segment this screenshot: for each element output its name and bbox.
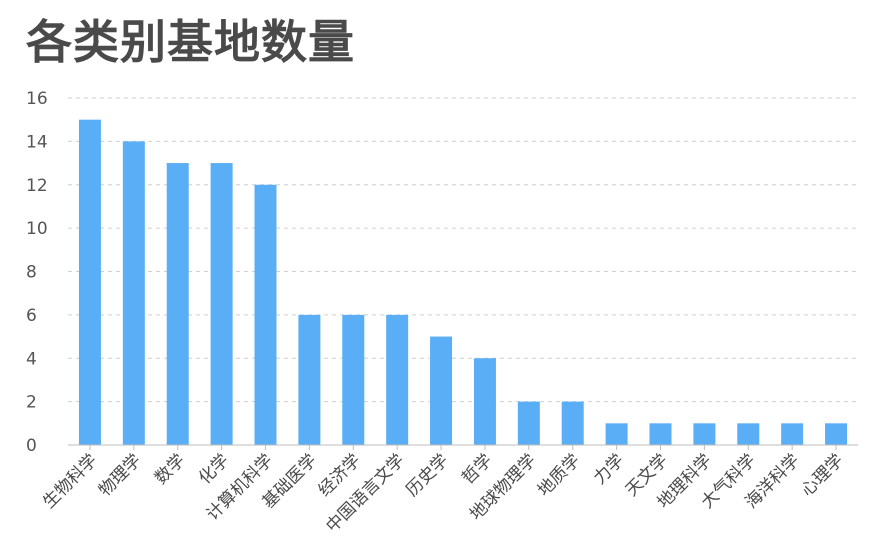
- bar: [210, 163, 233, 445]
- bar: [254, 184, 277, 445]
- bar: [78, 119, 101, 445]
- bars: [78, 119, 848, 445]
- bar: [561, 401, 584, 445]
- x-tick-label: 生物科学: [39, 450, 101, 512]
- bar: [122, 141, 145, 445]
- x-tick-label: 历史学: [402, 450, 452, 500]
- bar: [693, 423, 716, 445]
- bar: [605, 423, 628, 445]
- bar: [737, 423, 760, 445]
- bar: [342, 314, 365, 445]
- x-tick-label: 化学: [195, 450, 233, 488]
- grid-lines: [68, 97, 858, 403]
- y-tick-label: 10: [26, 219, 48, 239]
- x-tick-label: 力学: [590, 450, 628, 488]
- bar: [473, 358, 496, 445]
- x-tick-label: 哲学: [458, 450, 496, 488]
- x-tick-label: 数学: [151, 450, 189, 488]
- y-tick-label: 12: [26, 176, 48, 196]
- bar: [517, 401, 540, 445]
- bar: [781, 423, 804, 445]
- bar: [298, 314, 321, 445]
- y-tick-label: 8: [26, 263, 37, 283]
- x-tick-label: 地质学: [534, 450, 584, 500]
- bar: [825, 423, 848, 445]
- y-axis-ticks: 0 2 4 6 8 10 12 14 16: [26, 89, 48, 456]
- bar: [649, 423, 672, 445]
- y-tick-label: 4: [26, 349, 37, 369]
- y-tick-label: 2: [26, 393, 37, 413]
- bar: [166, 163, 189, 445]
- chart-title: 各类别基地数量: [26, 15, 355, 69]
- bar: [430, 336, 453, 445]
- y-tick-label: 16: [26, 89, 48, 109]
- x-tick-label: 心理学: [797, 450, 847, 500]
- y-tick-label: 6: [26, 306, 37, 326]
- y-tick-label: 0: [26, 436, 37, 456]
- bar: [386, 314, 409, 445]
- x-tick-label: 物理学: [95, 450, 145, 500]
- y-tick-label: 14: [26, 132, 48, 152]
